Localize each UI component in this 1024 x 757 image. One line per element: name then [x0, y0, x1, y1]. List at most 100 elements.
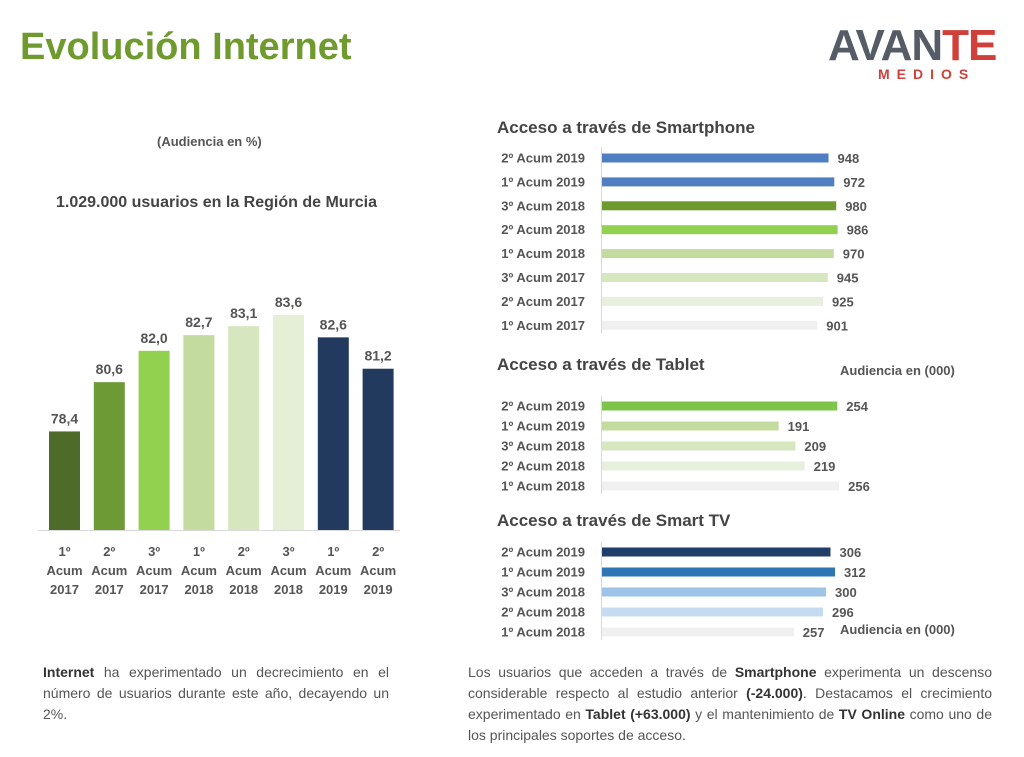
internet-summary-text: Internet ha experimentado un decrecimien… — [43, 662, 389, 725]
access-summary-part4: y el mantenimiento de — [690, 706, 839, 722]
hbar-3 — [601, 225, 838, 235]
smartphone-chart-title: Acceso a través de Smartphone — [497, 118, 755, 137]
tablet-audience-note: Audiencia en (000) — [840, 363, 955, 378]
x-tick-line: 1º — [327, 544, 339, 559]
x-tick-label: 3º Acum 2018 — [270, 544, 306, 597]
hbar-3 — [601, 607, 823, 617]
smarttv-bar-chart: 2º Acum 2019 306 1º Acum 2019 312 3º Acum 20… — [501, 542, 866, 640]
x-tick-label: 2º Acum 2017 — [91, 544, 127, 597]
bar-7 — [362, 368, 394, 530]
x-tick-line: Acum — [270, 563, 306, 578]
logo-wordmark-b: TE — [942, 21, 997, 70]
bar-3 — [183, 335, 215, 530]
hbar-value-label: 925 — [832, 294, 854, 309]
category-label: 2º Acum 2019 — [501, 151, 585, 166]
category-label: 1º Acum 2019 — [501, 174, 585, 189]
hbar-3 — [601, 461, 805, 471]
category-label: 1º Acum 2018 — [501, 479, 585, 494]
hbar-2 — [601, 201, 837, 211]
hbar-1 — [601, 177, 835, 187]
hbar-value-label: 306 — [840, 545, 862, 560]
x-tick-line: 2º — [238, 544, 250, 559]
hbar-4 — [601, 481, 840, 491]
category-label: 3º Acum 2017 — [501, 270, 585, 285]
bar-0 — [49, 431, 80, 530]
hbar-0 — [601, 547, 831, 557]
category-label: 1º Acum 2018 — [501, 246, 585, 261]
x-tick-line: Acum — [360, 563, 396, 578]
access-summary-bold4: TV Online — [838, 706, 905, 722]
hbar-value-label: 986 — [847, 223, 869, 238]
x-tick-line: 2018 — [274, 582, 303, 597]
x-tick-line: Acum — [91, 563, 127, 578]
x-tick-line: 2º — [103, 544, 115, 559]
x-tick-line: 3º — [283, 544, 295, 559]
bar-value-label: 82,7 — [185, 314, 212, 330]
hbar-value-label: 980 — [845, 199, 867, 214]
category-label: 2º Acum 2018 — [501, 605, 585, 620]
bar-value-label: 78,4 — [51, 410, 78, 426]
access-summary-part1: Los usuarios que acceden a través de — [468, 664, 735, 680]
bar-4 — [228, 326, 260, 530]
bar-2 — [138, 350, 170, 530]
x-tick-label: 3º Acum 2017 — [136, 544, 172, 597]
hbar-value-label: 257 — [803, 625, 825, 640]
x-tick-line: 2018 — [229, 582, 258, 597]
hbar-value-label: 972 — [843, 175, 865, 190]
x-tick-line: 1º — [193, 544, 205, 559]
bar-value-label: 82,0 — [140, 330, 167, 346]
hbar-value-label: 901 — [826, 318, 848, 333]
access-summary-bold2: (-24.000) — [746, 685, 803, 701]
hbar-6 — [601, 296, 823, 306]
smartphone-bar-chart: 2º Acum 2019 948 1º Acum 2019 972 3º Acum 20… — [501, 147, 869, 334]
x-tick-line: 2017 — [50, 582, 79, 597]
tablet-chart-title: Acceso a través de Tablet — [497, 355, 705, 374]
users-label: 1.029.000 usuarios en la Región de Murci… — [56, 194, 378, 211]
bar-5 — [273, 314, 304, 530]
x-tick-label: 2º Acum 2019 — [360, 544, 396, 597]
category-label: 1º Acum 2018 — [501, 625, 585, 640]
x-tick-line: 3º — [148, 544, 160, 559]
category-label: 2º Acum 2019 — [501, 545, 585, 560]
x-tick-line: 1º — [59, 544, 71, 559]
hbar-5 — [601, 273, 828, 282]
access-summary-bold1: Smartphone — [734, 664, 817, 680]
category-label: 2º Acum 2018 — [501, 222, 585, 237]
hbar-2 — [601, 587, 826, 597]
bar-value-label: 83,6 — [275, 294, 302, 310]
hbar-value-label: 254 — [846, 399, 868, 414]
logo-wordmark: AVANTE — [828, 21, 997, 70]
x-tick-line: 2017 — [95, 582, 124, 597]
x-tick-line: 2019 — [364, 582, 393, 597]
x-tick-line: Acum — [181, 563, 217, 578]
access-summary-part2: experimenta un descenso considerable res… — [468, 664, 992, 701]
category-label: 1º Acum 2019 — [501, 419, 585, 434]
hbar-value-label: 312 — [844, 565, 866, 580]
hbar-value-label: 296 — [832, 605, 854, 620]
hbar-value-label: 948 — [838, 151, 860, 166]
hbar-value-label: 256 — [848, 479, 870, 494]
hbar-value-label: 300 — [835, 585, 857, 600]
category-label: 3º Acum 2018 — [501, 439, 585, 454]
category-label: 2º Acum 2017 — [501, 294, 585, 309]
hbar-0 — [601, 153, 829, 163]
internet-summary-bold: Internet — [43, 664, 95, 680]
hbar-4 — [601, 627, 794, 637]
x-tick-line: Acum — [136, 563, 172, 578]
hbar-2 — [601, 441, 796, 451]
x-tick-line: Acum — [46, 563, 82, 578]
x-tick-line: 2019 — [319, 582, 348, 597]
bar-6 — [317, 337, 349, 530]
avante-medios-logo: AVANTE MEDIOS — [828, 22, 997, 83]
category-label: 1º Acum 2019 — [501, 565, 585, 580]
bar-value-label: 80,6 — [96, 361, 123, 377]
hbar-value-label: 970 — [843, 247, 865, 262]
access-summary-text: Los usuarios que acceden a través de Sma… — [468, 662, 992, 746]
hbar-1 — [601, 421, 779, 431]
x-tick-label: 1º Acum 2018 — [181, 544, 217, 597]
bar-value-label: 83,1 — [230, 305, 257, 321]
category-label: 2º Acum 2019 — [501, 399, 585, 414]
hbar-4 — [601, 249, 834, 259]
hbar-1 — [601, 567, 835, 577]
internet-audience-bar-chart: 78,4 1º Acum 2017 80,6 2º Acum 2017 82,0 3º Acum 20… — [38, 294, 400, 597]
